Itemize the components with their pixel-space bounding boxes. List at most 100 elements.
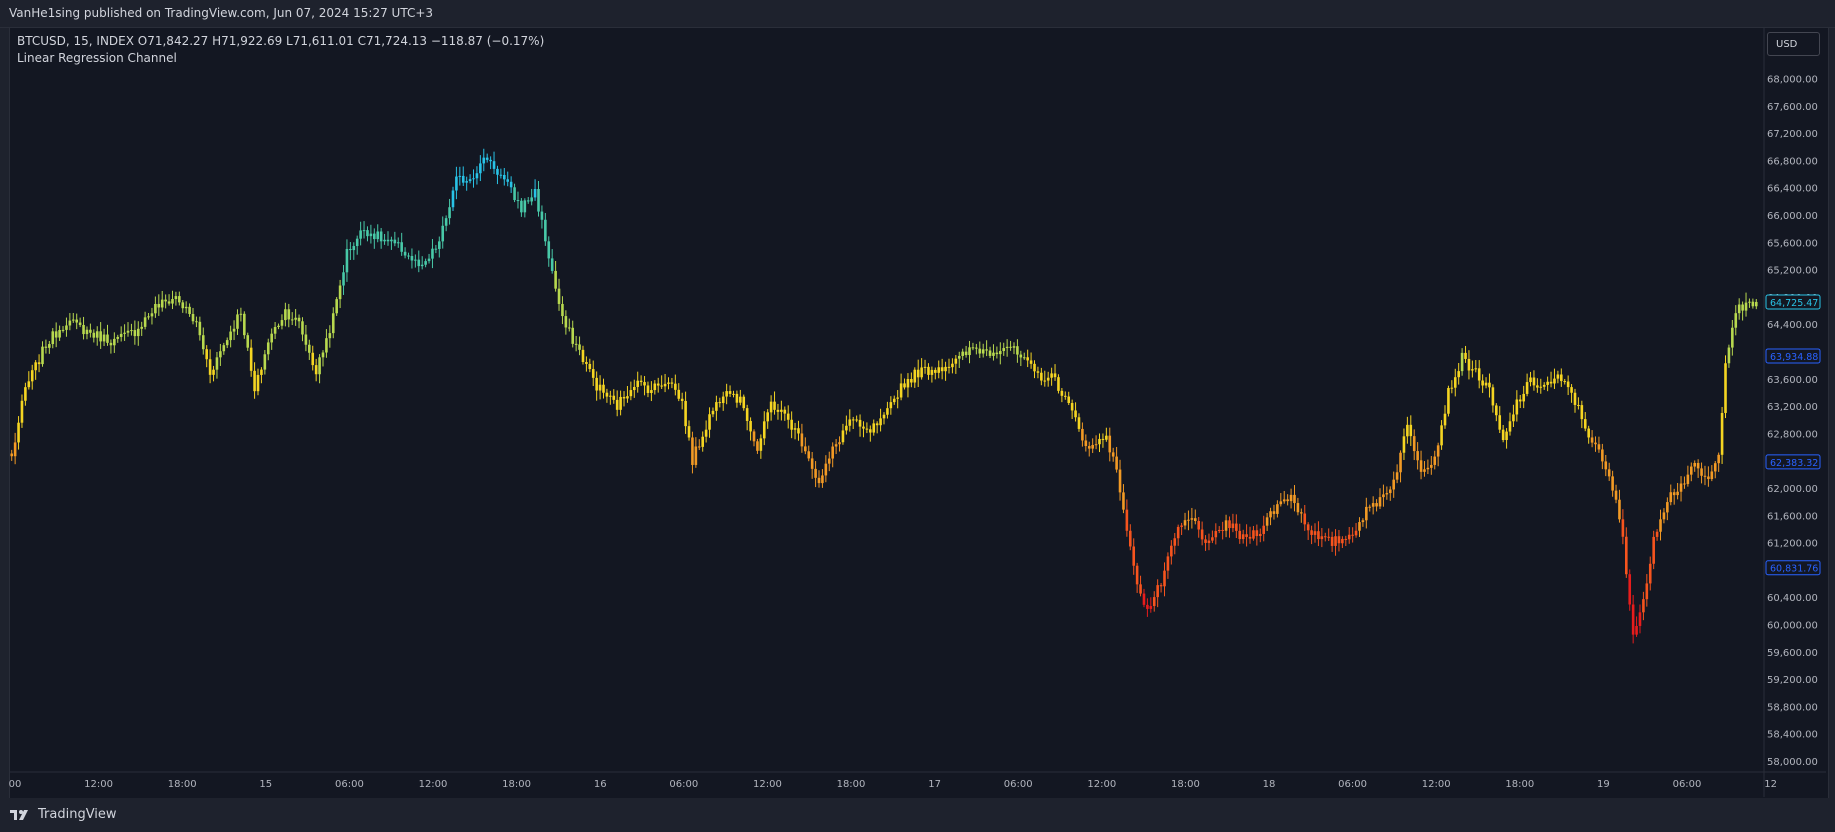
indicator-name[interactable]: Linear Regression Channel [17,51,177,65]
candle-body [944,366,947,372]
candle-body [106,334,109,343]
candle-body [1529,377,1532,383]
candle-body [530,197,533,202]
candle-body [1081,428,1084,441]
candle-body [1002,348,1006,352]
candle-body [790,419,793,430]
candle-body [1033,363,1036,372]
candle-body [65,325,68,330]
candle-body [325,338,328,353]
candle-body [451,190,455,208]
candle-body [171,299,174,304]
candle-body [968,347,971,356]
candle-body [1019,354,1023,358]
candle-body [626,396,629,399]
candle-body [61,329,65,331]
candle-body [345,248,349,273]
candle-body [509,181,513,188]
chart-area[interactable] [9,27,1829,800]
candle-body [957,355,961,359]
candle-body [431,248,434,259]
candle-body [1272,511,1276,514]
candle-body [369,233,373,237]
candle-body [814,468,817,478]
candle-body [927,366,930,375]
candle-body [24,387,27,401]
candle-body [164,299,167,302]
candle-body [735,393,739,403]
candle-body [328,333,332,339]
candle-body [899,383,903,398]
candle-body [1601,449,1604,462]
candle-body [359,230,362,239]
candle-body [1734,313,1738,328]
candle-body [656,383,660,386]
candle-body [773,401,776,410]
candle-body [838,442,841,445]
candle-body [140,326,143,329]
candle-body [1009,346,1012,348]
price-label-box [1765,560,1821,576]
candle-body [988,350,992,356]
candle-body [1676,491,1679,496]
candle-body [1262,525,1266,534]
currency-button[interactable]: USD [1767,32,1820,56]
candle-body [1744,302,1748,311]
candle-body [793,428,797,430]
candle-body [1084,440,1088,447]
candle-body [598,384,602,391]
candle-body [721,396,725,404]
symbol-ohlc-line[interactable]: BTCUSD, 15, INDEX O71,842.27 H71,922.69 … [17,34,545,48]
candle-body [1546,381,1549,385]
candle-body [492,161,496,169]
candle-body [1183,520,1187,526]
candle-body [1590,437,1594,443]
candle-body [855,419,858,421]
candle-body [629,390,633,397]
x-tick-label: 18:00 [168,779,197,790]
candle-body [923,366,927,368]
candle-body [133,330,137,337]
y-tick-label: 58,000.00 [1767,757,1818,768]
candle-body [1087,446,1091,449]
candle-body [482,157,486,164]
candle-body [749,420,752,432]
candle-body [143,317,147,327]
candle-body [947,366,951,368]
candle-body [1385,493,1389,495]
candle-body [414,259,417,261]
candle-body [1043,380,1047,382]
candle-body [219,351,222,358]
candle-body [1146,604,1149,609]
candle-body [1149,606,1153,609]
candle-body [725,391,728,397]
tradingview-brand[interactable]: TradingView [9,807,117,822]
x-tick-label: 18 [1263,779,1276,790]
candle-body [263,354,267,370]
price-axis[interactable] [1764,28,1826,772]
candle-body [1635,625,1638,635]
candle-body [1016,346,1019,355]
candle-body [420,264,424,267]
candle-body [1142,593,1146,605]
x-tick-label: 12:00 [419,779,448,790]
y-tick-label: 59,200.00 [1767,675,1818,686]
candle-body [222,345,226,352]
candle-body [1683,483,1686,485]
candle-body [1447,388,1450,414]
candle-body [1443,413,1447,426]
candle-body [438,241,441,249]
candle-body [537,189,540,212]
candle-body [1289,494,1293,502]
candle-body [978,348,982,354]
candle-body [1276,504,1279,514]
candle-body [708,414,711,430]
candle-body [1566,381,1570,388]
candle-body [1211,537,1214,541]
candle-body [1412,436,1416,452]
candle-body [126,330,130,333]
x-tick-label: 16 [594,779,607,790]
candle-body [1741,304,1744,311]
y-tick-label: 59,600.00 [1767,648,1818,659]
